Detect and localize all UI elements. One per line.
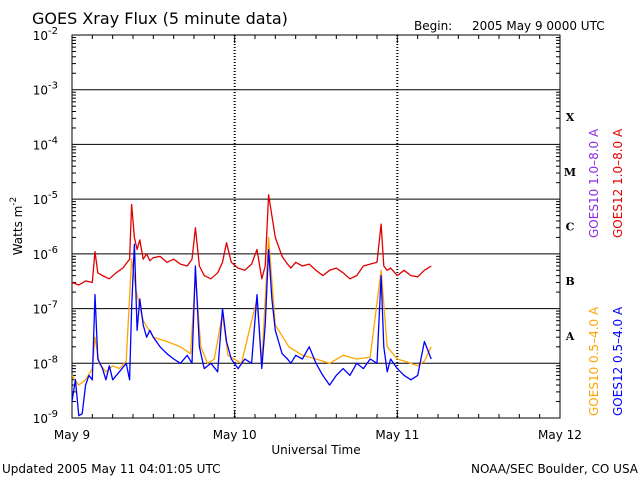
y-tick-label: 10-5 [33, 190, 58, 207]
y-tick-label: 10-6 [33, 245, 58, 262]
flare-class-m: M [564, 166, 576, 179]
y-tick-label: 10-3 [33, 81, 58, 98]
y-tick-label: 10-8 [33, 354, 58, 371]
y-tick-label: 10-2 [33, 26, 58, 43]
begin-label: Begin: [414, 19, 452, 33]
y-tick-mantissa: 10 [33, 248, 48, 262]
y-tick-mantissa: 10 [33, 412, 48, 426]
y-tick-mantissa: 10 [33, 84, 48, 98]
x-tick-label: May 10 [213, 428, 257, 442]
x-axis-label: Universal Time [271, 443, 360, 457]
flare-class-a: A [565, 330, 575, 343]
y-tick-exponent: -4 [48, 135, 58, 146]
grid-lines [72, 35, 560, 418]
chart-title: GOES Xray Flux (5 minute data) [32, 9, 288, 28]
legend-goes12-short: GOES12 0.5–4.0 A [611, 306, 625, 416]
y-tick-mantissa: 10 [33, 29, 48, 43]
x-tick-label: May 12 [538, 428, 582, 442]
legend: GOES10 1.0–8.0 A GOES12 1.0–8.0 A GOES10… [587, 128, 625, 416]
x-axis: May 9 May 10 May 11 May 12 [54, 35, 582, 442]
series-line-0 [71, 194, 432, 286]
flare-class-c: C [566, 221, 575, 234]
y-tick-mantissa: 10 [33, 193, 48, 207]
plot-frame [71, 34, 561, 419]
y-tick-mantissa: 10 [33, 357, 48, 371]
x-tick-label: May 9 [54, 428, 90, 442]
updated-timestamp: Updated 2005 May 11 04:01:05 UTC [2, 462, 220, 476]
y-axis-label-base: Watts m [11, 206, 25, 256]
y-tick-exponent: -9 [48, 409, 58, 420]
y-tick-label: 10-4 [33, 135, 58, 152]
y-tick-exponent: -3 [48, 81, 58, 92]
credit-text: NOAA/SEC Boulder, CO USA [471, 462, 639, 476]
flare-class-b: B [565, 275, 574, 288]
y-tick-label: 10-9 [33, 409, 58, 426]
y-tick-mantissa: 10 [33, 303, 48, 317]
begin-value: 2005 May 9 0000 UTC [472, 19, 605, 33]
legend-goes10-long: GOES10 1.0–8.0 A [587, 128, 601, 238]
y-tick-exponent: -6 [48, 245, 58, 256]
y-tick-exponent: -7 [48, 300, 58, 311]
legend-goes10-short: GOES10 0.5–4.0 A [587, 306, 601, 416]
series-line-2 [71, 243, 432, 417]
legend-goes12-long: GOES12 1.0–8.0 A [611, 128, 625, 238]
y-tick-exponent: -8 [48, 354, 58, 365]
y-tick-exponent: -5 [48, 190, 58, 201]
y-tick-exponent: -2 [48, 26, 58, 37]
flare-class-x: X [566, 111, 575, 124]
y-tick-mantissa: 10 [33, 138, 48, 152]
y-axis-label-exp: -2 [9, 197, 19, 206]
series-line-1 [71, 236, 432, 386]
y-tick-label: 10-7 [33, 300, 58, 317]
flare-class-labels: X M C B A [564, 111, 576, 343]
data-series [71, 194, 432, 417]
y-axis-label: Watts m-2 [9, 197, 25, 256]
x-tick-label: May 11 [375, 428, 419, 442]
